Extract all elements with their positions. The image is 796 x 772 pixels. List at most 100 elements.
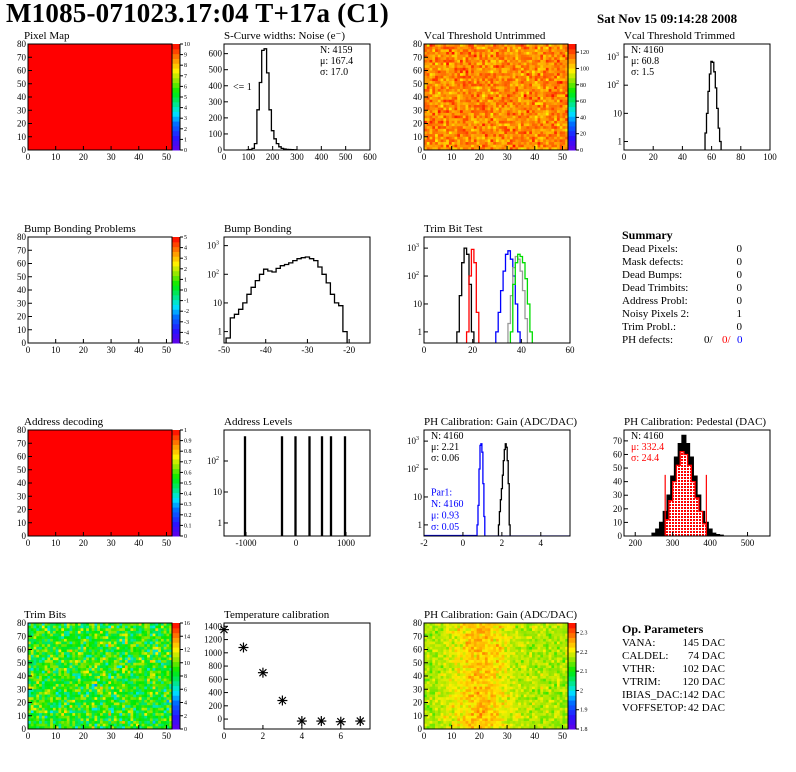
heatmap-cell [66,710,70,714]
heatmap-cell [52,633,56,637]
heatmap-cell [41,718,45,722]
heatmap-cell [122,705,126,709]
heatmap-cell [432,110,436,114]
heatmap-cell [501,144,505,148]
heatmap-cell [119,641,123,645]
heatmap-cell [512,104,516,108]
heatmap-cell [119,630,123,634]
heatmap-cell [41,713,45,717]
heatmap-cell [58,662,62,666]
heatmap-cell [55,721,59,724]
heatmap-cell [482,144,486,148]
heatmap-cell [169,726,172,729]
heatmap-cell [28,691,32,695]
heatmap-cell [551,115,555,119]
heatmap-cell [108,681,112,685]
heatmap-cell [55,710,59,714]
heatmap-cell [166,726,170,729]
heatmap-cell [113,638,117,642]
heatmap-cell [426,641,430,645]
heatmap-cell [97,638,101,642]
heatmap-cell [69,718,73,722]
heatmap-cell [429,715,433,719]
y-tick-label: 400 [209,81,223,91]
heatmap-cell [526,89,530,92]
heatmap-cell [61,654,65,658]
heatmap-cell [532,144,536,148]
heatmap-cell [138,644,142,648]
heatmap-cell [518,57,522,61]
heatmap-cell [83,676,87,679]
heatmap-cell [454,144,458,148]
colorbar-segment [172,680,180,687]
heatmap-cell [465,51,469,55]
heatmap-cell [124,649,128,653]
heatmap-cell [166,676,170,679]
heatmap-cell [47,625,51,629]
heatmap-cell [424,628,428,632]
heatmap-cell [119,710,123,714]
heatmap-cell [507,142,511,145]
heatmap-cell [33,660,37,664]
heatmap-cell [426,723,430,727]
heatmap-cell [155,668,159,671]
heatmap-cell [30,633,34,637]
heatmap-cell [155,654,159,658]
heatmap-cell [451,51,455,55]
heatmap-cell [507,147,511,150]
heatmap-cell [509,147,513,150]
heatmap-cell [58,710,62,714]
heatmap-cell [149,707,153,711]
heatmap-cell [155,699,159,703]
heatmap-cell [91,630,95,634]
heatmap-cell [498,112,502,116]
heatmap-cell [543,97,547,100]
heatmap-cell [102,678,106,682]
x-tick-label: 10 [51,345,61,355]
heatmap-cell [468,97,472,100]
heatmap-cell [147,723,151,727]
heatmap-cell [556,78,560,82]
heatmap-cell [490,142,494,145]
heatmap-cell [64,718,68,722]
heatmap-cell [426,638,430,642]
heatmap-cell [83,683,87,687]
heatmap-cell [105,707,109,711]
heatmap-cell [116,670,120,674]
heatmap-cell [130,723,134,727]
heatmap-cell [545,81,549,85]
heatmap-cell [543,142,547,145]
heatmap-cell [429,662,433,666]
heatmap-cell [77,630,81,634]
heatmap-cell [108,649,112,653]
heatmap-cell [498,94,502,98]
colorbar-segment [172,256,180,262]
heatmap-cell [424,681,428,685]
heatmap-cell [69,670,73,674]
colorbar-segment [568,116,576,122]
stats-text: μ: 167.4 [320,56,353,67]
heatmap-cell [534,144,538,148]
colorbar-tick-label: 100 [580,66,589,72]
heatmap-cell [537,91,541,95]
heatmap-cell [554,139,558,143]
heatmap-cell [158,699,162,703]
heatmap-cell [443,70,447,74]
heatmap-cell [465,67,469,71]
heatmap-cell [113,646,117,650]
heatmap-cell [122,678,126,682]
colorbar-tick-label: 0.6 [184,470,192,476]
heatmap-cell [130,678,134,682]
heatmap-cell [440,78,444,82]
heatmap-cell [119,686,123,690]
heatmap-cell [556,107,560,111]
heatmap-cell [556,62,560,66]
heatmap-cell [540,99,544,103]
heatmap-cell [482,136,486,140]
heatmap-cell [465,123,469,127]
heatmap-cell [507,110,511,114]
heatmap-cell [144,721,148,724]
heatmap-cell [468,59,472,63]
heatmap-cell [58,697,62,701]
heatmap-cell [509,70,513,74]
